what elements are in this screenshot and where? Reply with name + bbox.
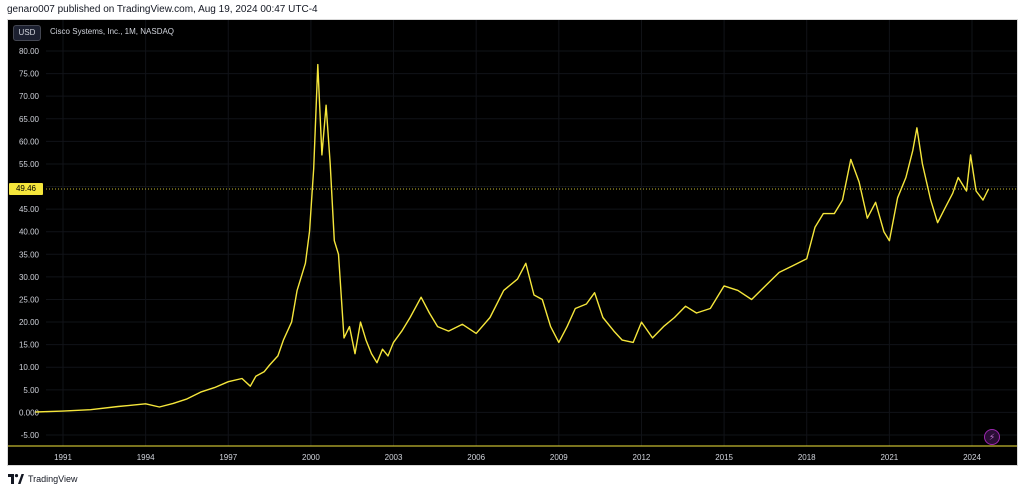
- y-tick-label: 80.00: [19, 47, 40, 56]
- publication-header: genaro007 published on TradingView.com, …: [7, 4, 318, 15]
- y-tick-label: 60.00: [19, 137, 40, 146]
- last-price-label: 49.46: [9, 182, 43, 195]
- y-tick-label: 20.00: [19, 318, 40, 327]
- y-tick-label: 40.00: [19, 228, 40, 237]
- x-tick-label: 2009: [550, 453, 568, 462]
- y-tick-label: 70.00: [19, 92, 40, 101]
- y-tick-label: 0.000: [19, 408, 40, 417]
- y-tick-label: 25.00: [19, 295, 40, 304]
- y-tick-label: 45.00: [19, 205, 40, 214]
- grid-layer: [46, 20, 1017, 446]
- y-tick-label: 75.00: [19, 70, 40, 79]
- x-tick-label: 2012: [633, 453, 651, 462]
- x-tick-label: 2015: [715, 453, 733, 462]
- price-chart[interactable]: 80.0075.0070.0065.0060.0055.0050.0045.00…: [8, 20, 1018, 466]
- x-tick-label: 1991: [54, 453, 72, 462]
- y-tick-label: -5.00: [21, 431, 40, 440]
- currency-button[interactable]: USD: [13, 25, 41, 41]
- y-tick-label: 10.00: [19, 363, 40, 372]
- x-tick-label: 1997: [219, 453, 237, 462]
- series-line: [35, 63, 990, 413]
- lightning-icon[interactable]: ⚡: [984, 429, 1000, 445]
- y-tick-label: 5.00: [23, 386, 39, 395]
- symbol-title: Cisco Systems, Inc., 1M, NASDAQ: [50, 27, 175, 36]
- x-tick-label: 2021: [880, 453, 898, 462]
- footer-brand: TradingView: [28, 474, 78, 484]
- y-tick-label: 55.00: [19, 160, 40, 169]
- y-tick-label: 35.00: [19, 250, 40, 259]
- x-tick-label: 2024: [963, 453, 981, 462]
- chart-pane[interactable]: 80.0075.0070.0065.0060.0055.0050.0045.00…: [7, 19, 1018, 466]
- y-tick-label: 65.00: [19, 115, 40, 124]
- price-axis[interactable]: 80.0075.0070.0065.0060.0055.0050.0045.00…: [19, 47, 40, 440]
- y-tick-label: 30.00: [19, 273, 40, 282]
- y-tick-label: 15.00: [19, 341, 40, 350]
- x-tick-label: 2003: [385, 453, 403, 462]
- x-tick-label: 1994: [137, 453, 155, 462]
- tradingview-logo-icon: [8, 474, 24, 484]
- x-tick-label: 2018: [798, 453, 816, 462]
- x-tick-label: 2000: [302, 453, 320, 462]
- tradingview-logo[interactable]: TradingView: [8, 474, 78, 484]
- time-axis[interactable]: 1991 1994 1997 2000 2003 2006 2009 2012 2015 2018…: [54, 453, 981, 462]
- x-tick-label: 2006: [467, 453, 485, 462]
